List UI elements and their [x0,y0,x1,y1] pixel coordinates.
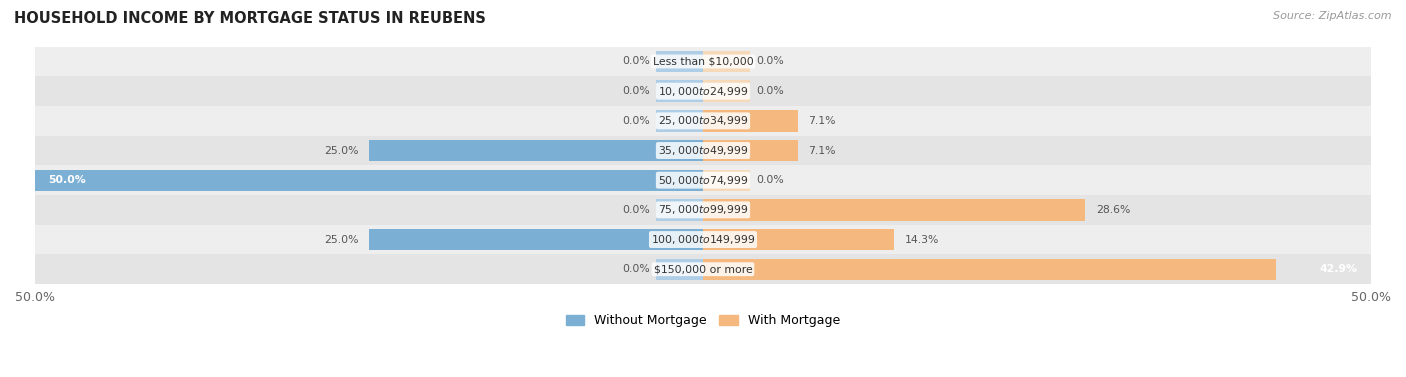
Bar [657,51,703,72]
Bar [35,136,1371,166]
Bar [703,170,749,191]
Bar [657,259,703,280]
Bar [35,47,1371,76]
Bar [35,195,1371,225]
Bar [703,51,749,72]
Text: 0.0%: 0.0% [621,57,650,66]
Text: $100,000 to $149,999: $100,000 to $149,999 [651,233,755,246]
Text: 0.0%: 0.0% [621,116,650,126]
Text: 7.1%: 7.1% [808,116,837,126]
Text: $25,000 to $34,999: $25,000 to $34,999 [658,114,748,127]
Bar [703,80,749,102]
Legend: Without Mortgage, With Mortgage: Without Mortgage, With Mortgage [561,309,845,332]
Bar [703,229,894,250]
Bar [35,225,1371,254]
Text: Source: ZipAtlas.com: Source: ZipAtlas.com [1274,11,1392,21]
Bar [657,110,703,132]
Text: $50,000 to $74,999: $50,000 to $74,999 [658,174,748,187]
Bar [703,140,797,161]
Text: 14.3%: 14.3% [904,234,939,245]
Text: 0.0%: 0.0% [621,205,650,215]
Bar [35,76,1371,106]
Text: 0.0%: 0.0% [756,175,785,185]
Text: Less than $10,000: Less than $10,000 [652,57,754,66]
Bar [35,106,1371,136]
Bar [35,254,1371,284]
Bar [703,199,1085,221]
Text: $35,000 to $49,999: $35,000 to $49,999 [658,144,748,157]
Text: $150,000 or more: $150,000 or more [654,264,752,274]
Bar [657,199,703,221]
Text: 50.0%: 50.0% [48,175,86,185]
Text: 25.0%: 25.0% [323,146,359,155]
Text: 28.6%: 28.6% [1095,205,1130,215]
Text: 0.0%: 0.0% [756,57,785,66]
Bar [35,166,1371,195]
Text: $75,000 to $99,999: $75,000 to $99,999 [658,203,748,216]
Text: 0.0%: 0.0% [621,86,650,96]
Text: 0.0%: 0.0% [756,86,785,96]
Bar [368,229,703,250]
Text: HOUSEHOLD INCOME BY MORTGAGE STATUS IN REUBENS: HOUSEHOLD INCOME BY MORTGAGE STATUS IN R… [14,11,486,26]
Text: 25.0%: 25.0% [323,234,359,245]
Bar [703,259,1277,280]
Text: 0.0%: 0.0% [621,264,650,274]
Text: 7.1%: 7.1% [808,146,837,155]
Bar [657,80,703,102]
Text: 42.9%: 42.9% [1320,264,1358,274]
Text: $10,000 to $24,999: $10,000 to $24,999 [658,85,748,98]
Bar [703,110,797,132]
Bar [35,170,703,191]
Bar [368,140,703,161]
